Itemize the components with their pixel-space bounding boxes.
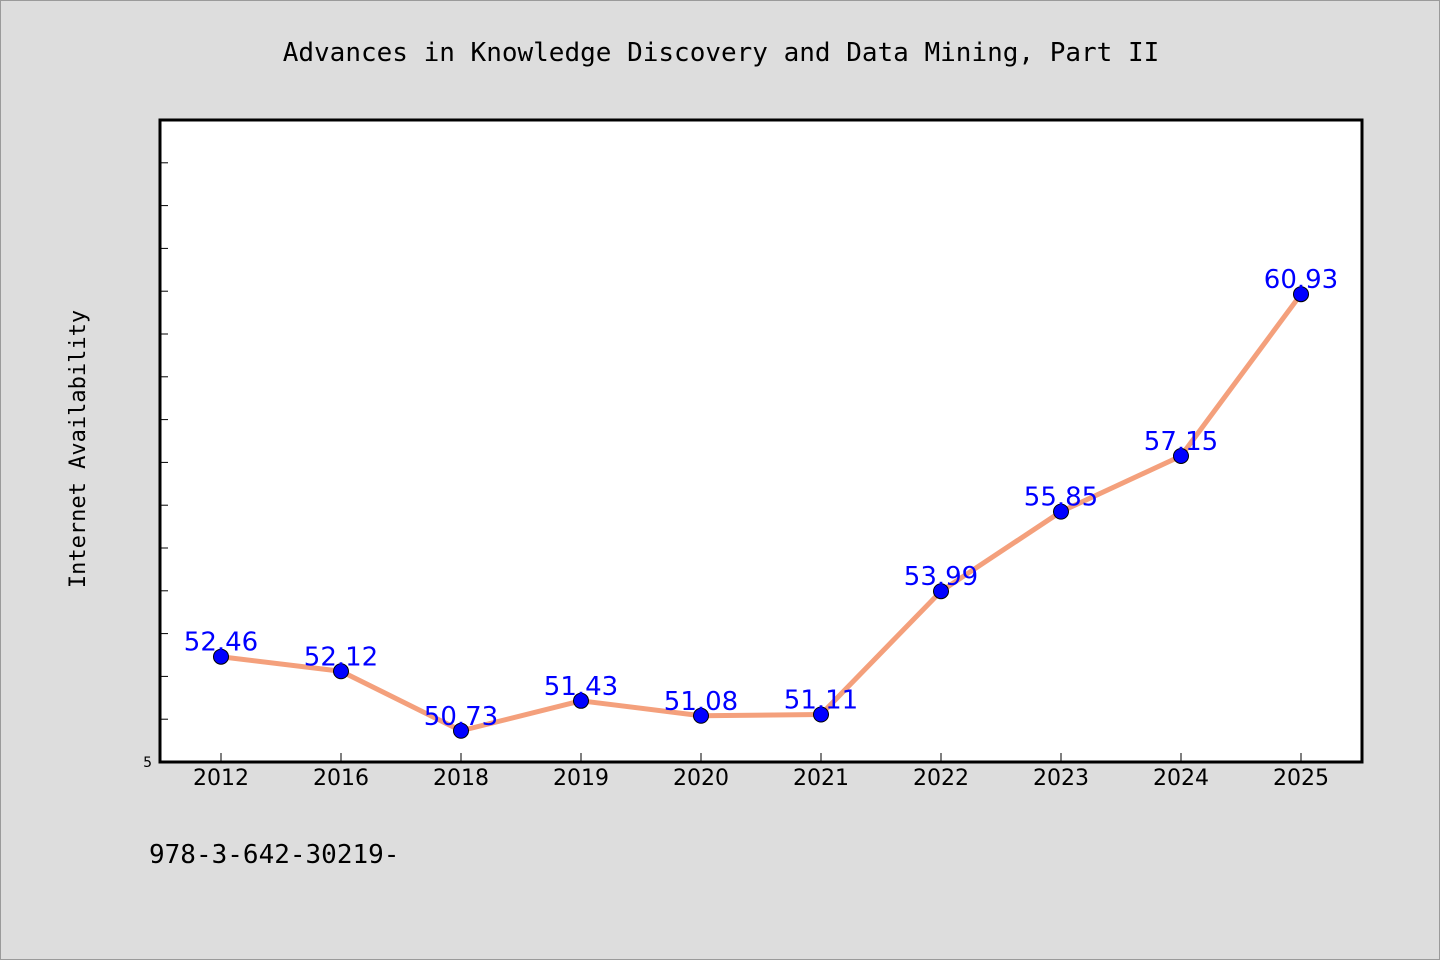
plot-area [158,118,1364,764]
data-point [693,707,709,724]
x-tick-label: 2021 [793,766,849,791]
data-label: 55.85 [1024,483,1098,513]
data-point [813,706,829,723]
x-tick-label: 2012 [193,766,249,791]
data-point [1053,503,1069,520]
data-point [1293,286,1309,303]
data-label: 52.46 [184,628,258,658]
data-point [333,663,349,680]
x-tick-label: 2023 [1033,766,1089,791]
data-label: 60.93 [1264,265,1338,295]
y-axis-label: Internet Availability [66,310,91,588]
x-tick-label: 2018 [433,766,489,791]
y-tick-label: 5 [143,755,152,771]
x-axis-ticks: 2012 2016 2018 2019 2020 2021 2022 2023 2024 2025 [193,753,1329,791]
data-point [1173,447,1189,464]
chart-title: Advances in Knowledge Discovery and Data… [283,38,1160,68]
data-point [573,692,589,709]
series-line [218,291,1304,734]
x-tick-label: 2019 [553,766,609,791]
data-label: 52.12 [304,642,378,672]
x-tick-label: 2022 [913,766,969,791]
x-tick-label: 2025 [1273,766,1329,791]
x-tick-label: 2016 [313,766,369,791]
data-label: 51.08 [664,687,738,717]
data-label: 53.99 [904,562,978,592]
data-point [453,722,469,739]
data-label: 51.11 [784,685,858,715]
data-label: 51.43 [544,672,618,702]
data-labels: 52.46 52.12 50.73 51.43 51.08 51.11 53.99 55.85… [184,265,1338,732]
data-point [213,648,229,665]
y-axis-ticks: 5 [143,119,168,771]
footer-isbn: 978-3-642-30219- [149,840,399,870]
series-layer [213,286,1309,739]
x-tick-label: 2024 [1153,766,1209,791]
data-label: 50.73 [424,702,498,732]
data-point [933,583,949,600]
x-tick-label: 2020 [673,766,729,791]
data-label: 57.15 [1144,427,1218,457]
